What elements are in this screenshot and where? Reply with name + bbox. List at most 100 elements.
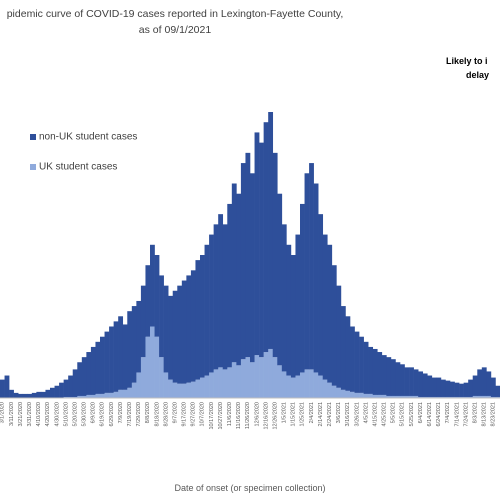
x-tick-label: 12/6/2020 [254, 402, 260, 426]
bar-segment [231, 183, 237, 363]
bar-segment [54, 385, 60, 398]
bar-segment [454, 396, 460, 398]
bar-segment [331, 265, 337, 386]
bar-segment [213, 369, 219, 398]
bar-segment [40, 391, 46, 398]
bar-segment [186, 382, 192, 398]
x-tick-label: 11/16/2020 [236, 402, 242, 429]
x-tick-label: 10/17/2020 [209, 402, 215, 430]
bar-segment [313, 183, 319, 373]
x-tick-label: 12/16/2020 [263, 402, 269, 430]
bar-segment [240, 359, 246, 398]
bar-segment [390, 359, 396, 396]
bar-segment [413, 369, 419, 396]
bar-segment [440, 379, 446, 397]
x-tick-label: 2/4/2021 [309, 402, 315, 423]
bar-segment [254, 355, 260, 398]
bar-segment [31, 392, 37, 398]
bar-segment [63, 396, 69, 398]
bar-segment [459, 396, 464, 398]
bar-segment [177, 285, 183, 384]
bar-segment [477, 395, 483, 398]
bar-segment [222, 224, 228, 370]
bar-segment [286, 375, 292, 398]
bar-segment [290, 255, 296, 378]
x-tick-label: 3/21/2020 [18, 402, 24, 426]
bar-segment [118, 389, 124, 398]
bar-segment [445, 396, 451, 398]
bar-segment [259, 142, 264, 358]
bar-segment [140, 285, 146, 358]
bar-segment [404, 367, 410, 396]
x-tick-label: 7/9/2020 [118, 402, 124, 423]
bar-segment [245, 357, 251, 398]
bar-segment [272, 152, 278, 358]
bar-segment [127, 311, 133, 388]
bar-segment [140, 357, 146, 398]
x-tick-label: 8/3/2021 [472, 402, 478, 423]
bar-segment [190, 270, 196, 382]
bar-segment [186, 275, 192, 383]
x-tick-label: 5/10/2020 [63, 402, 69, 426]
bar-segment [272, 357, 278, 398]
bar-segment [472, 375, 478, 396]
bar-segment [390, 395, 396, 398]
x-tick-label: 5/20/2020 [72, 402, 78, 426]
bar-segment [154, 336, 160, 398]
bar-segment [477, 369, 483, 396]
bar-segment [81, 395, 87, 398]
bar-segment [354, 331, 360, 393]
bar-segment [118, 316, 124, 390]
bar-segment [363, 393, 369, 398]
bar-segment [440, 396, 446, 398]
bar-segment [486, 371, 492, 396]
bar-segment [68, 375, 74, 397]
bar-segment [200, 377, 205, 398]
bar-segment [286, 244, 292, 376]
x-tick-label: 11/6/2020 [227, 402, 233, 426]
bar-segment [259, 357, 264, 398]
bar-segment [113, 391, 119, 398]
bar-segment [395, 362, 401, 396]
bar-segment [195, 379, 201, 398]
x-tick-label: 6/24/2021 [436, 402, 442, 426]
bar-segment [400, 364, 405, 396]
x-tick-label: 3/1/2020 [0, 402, 6, 423]
bar-segment [418, 396, 424, 398]
bar-segment [495, 385, 500, 397]
bar-segment [22, 393, 28, 398]
bar-segment [368, 393, 374, 398]
bar-segment [304, 173, 310, 370]
bar-segment [495, 396, 500, 398]
x-tick-label: 3/31/2020 [27, 402, 33, 426]
x-axis-label: Date of onset (or specimen collection) [174, 483, 325, 493]
bar-segment [490, 396, 496, 398]
x-tick-label: 4/15/2021 [372, 402, 378, 426]
x-tick-label: 7/24/2021 [463, 402, 469, 426]
bar-segment [481, 367, 487, 396]
legend-label: UK student cases [39, 162, 117, 173]
x-tick-label: 10/7/2020 [200, 402, 206, 426]
bar-segment [0, 379, 5, 398]
bar-segment [113, 321, 119, 392]
bar-segment [72, 396, 78, 398]
bar-segment [281, 371, 287, 398]
bar-segment [204, 244, 210, 376]
legend-label: non-UK student cases [39, 132, 137, 143]
bar-segment [95, 341, 101, 394]
bar-segment [472, 395, 478, 398]
bar-segment [150, 244, 155, 327]
bar-segment [400, 395, 405, 398]
bar-segment [436, 396, 442, 398]
x-tick-label: 1/15/2021 [291, 402, 297, 426]
bar-segment [95, 393, 101, 398]
x-tick-label: 1/5/2021 [282, 402, 288, 423]
bar-segment [240, 163, 246, 360]
bar-segment [163, 372, 169, 398]
x-tick-label: 6/19/2020 [100, 402, 106, 426]
bar-segment [386, 395, 392, 398]
bar-segment [336, 387, 342, 398]
bar-segment [150, 326, 155, 398]
bar-segment [68, 396, 74, 398]
